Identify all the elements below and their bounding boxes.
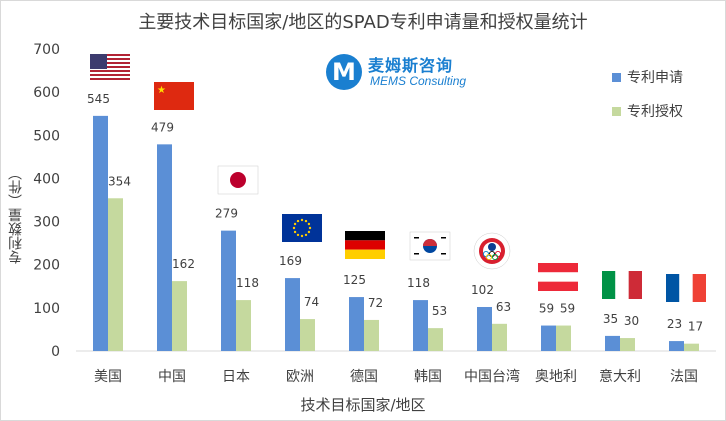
x-tick-label: 美国 (94, 369, 122, 385)
flag-korea-icon (409, 231, 451, 261)
data-label-application: 102 (471, 283, 494, 297)
bar-grant (556, 325, 571, 351)
bar-application (349, 297, 364, 351)
bar-grant (620, 338, 635, 351)
flag-france-icon (666, 274, 706, 302)
logo-english-text: MEMS Consulting (370, 74, 467, 88)
data-label-application: 545 (87, 92, 110, 106)
data-label-grant: 72 (368, 296, 383, 310)
x-tick-label: 德国 (350, 369, 378, 385)
bar-grant (172, 281, 187, 351)
legend-swatch-applications (612, 72, 621, 82)
data-label-grant: 118 (236, 276, 259, 290)
data-label-grant: 59 (560, 302, 575, 316)
x-tick-label: 欧洲 (286, 369, 314, 385)
data-label-application: 125 (343, 273, 366, 287)
bar-grant (236, 300, 251, 351)
data-label-grant: 63 (496, 300, 511, 314)
bar-application (221, 230, 236, 351)
data-label-application: 59 (539, 302, 554, 316)
logo-chinese-text: 麦姆斯咨询 (368, 56, 454, 75)
data-label-application: 35 (603, 312, 618, 326)
x-tick-label: 韩国 (414, 369, 442, 385)
x-tick-label: 意大利 (599, 368, 641, 385)
bar-application (605, 335, 620, 351)
flag-germany-icon (345, 231, 385, 259)
data-label-grant: 53 (432, 304, 447, 318)
data-label-grant: 162 (172, 257, 195, 271)
data-label-application: 279 (215, 207, 238, 221)
bar-application (541, 325, 556, 351)
data-label-grant: 30 (624, 314, 639, 328)
data-label-grant: 17 (688, 320, 703, 334)
flag-italy-icon (602, 271, 642, 299)
bar-application (477, 306, 492, 351)
x-tick-label: 日本 (222, 369, 250, 385)
bar-application (285, 278, 300, 351)
data-label-application: 479 (151, 120, 174, 134)
bar-grant (684, 343, 699, 351)
bar-grant (300, 319, 315, 351)
x-tick-label: 中国 (158, 369, 186, 385)
legend-item-grants: 专利授权 (612, 100, 683, 122)
bar-application (669, 341, 684, 351)
data-label-application: 23 (667, 317, 682, 331)
logo-m-icon: M (326, 54, 362, 90)
flag-japan-icon (217, 165, 259, 195)
flag-china-icon: ★ (154, 82, 194, 110)
mems-logo: M 麦姆斯咨询 MEMS Consulting (326, 52, 476, 96)
svg-text:★: ★ (157, 85, 166, 96)
bar-grant (108, 198, 123, 351)
chart-title: 主要技术目标国家/地区的SPAD专利申请量和授权量统计 (138, 12, 588, 33)
y-tick-label: 600 (33, 85, 60, 101)
x-tick-label: 中国台湾 (464, 368, 520, 385)
y-tick-label: 200 (33, 258, 60, 274)
flag-eu-icon (282, 214, 322, 242)
y-tick-label: 700 (33, 42, 60, 58)
legend-label-grants: 专利授权 (627, 104, 683, 120)
legend-item-applications: 专利申请 (612, 66, 683, 88)
legend-label-applications: 专利申请 (627, 70, 683, 86)
flag-usa-icon (90, 54, 130, 82)
bar-application (93, 115, 108, 351)
legend: 专利申请 专利授权 (612, 66, 683, 134)
x-axis-label: 技术目标国家/地区 (300, 396, 426, 414)
bar-grant (428, 328, 443, 351)
y-tick-label: 0 (51, 344, 60, 360)
bar-application (157, 144, 172, 351)
x-tick-label: 奥地利 (535, 368, 577, 385)
bar-application (413, 300, 428, 351)
y-tick-label: 100 (33, 301, 60, 317)
flag-taiwan-icon (473, 232, 511, 270)
data-label-application: 169 (279, 254, 302, 268)
legend-swatch-grants (612, 106, 621, 116)
data-label-application: 118 (407, 276, 430, 290)
bar-grant (492, 323, 507, 351)
y-tick-label: 500 (33, 128, 60, 144)
data-label-grant: 354 (108, 174, 131, 188)
data-label-grant: 74 (304, 295, 319, 309)
bar-grant (364, 319, 379, 351)
x-tick-label: 法国 (670, 369, 698, 385)
y-tick-label: 300 (33, 215, 60, 231)
y-tick-label: 400 (33, 171, 60, 187)
flag-austria-icon (538, 263, 578, 291)
